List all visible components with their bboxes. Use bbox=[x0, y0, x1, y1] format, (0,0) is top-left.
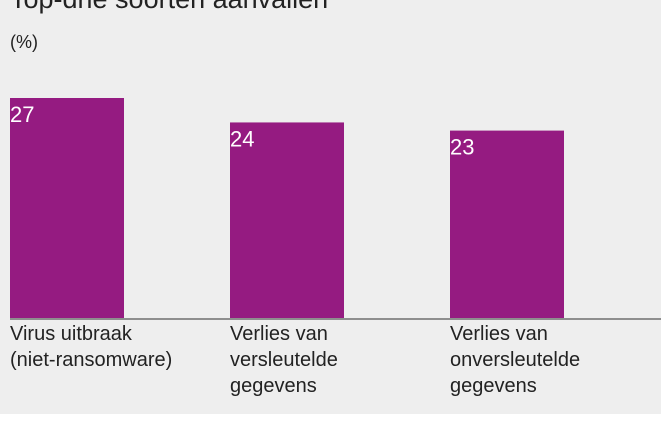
chart-subtitle: (%) bbox=[10, 32, 38, 52]
x-tick-label: (niet-ransomware) bbox=[10, 349, 172, 371]
value-label: 27 bbox=[10, 102, 34, 127]
x-tick-label: onversleutelde bbox=[450, 349, 580, 371]
bar bbox=[230, 122, 344, 318]
x-tick-label: gegevens bbox=[230, 375, 317, 397]
x-tick-label: gegevens bbox=[450, 375, 537, 397]
chart-title: Top-drie soorten aanvallen bbox=[10, 0, 328, 14]
bar bbox=[10, 98, 124, 318]
x-tick-label: versleutelde bbox=[230, 349, 338, 371]
x-tick-label: Verlies van bbox=[450, 323, 548, 345]
bar bbox=[450, 130, 564, 318]
value-label: 23 bbox=[450, 135, 474, 160]
x-tick-label: Virus uitbraak bbox=[10, 323, 133, 345]
value-label: 24 bbox=[230, 126, 254, 151]
x-tick-label: Verlies van bbox=[230, 323, 328, 345]
